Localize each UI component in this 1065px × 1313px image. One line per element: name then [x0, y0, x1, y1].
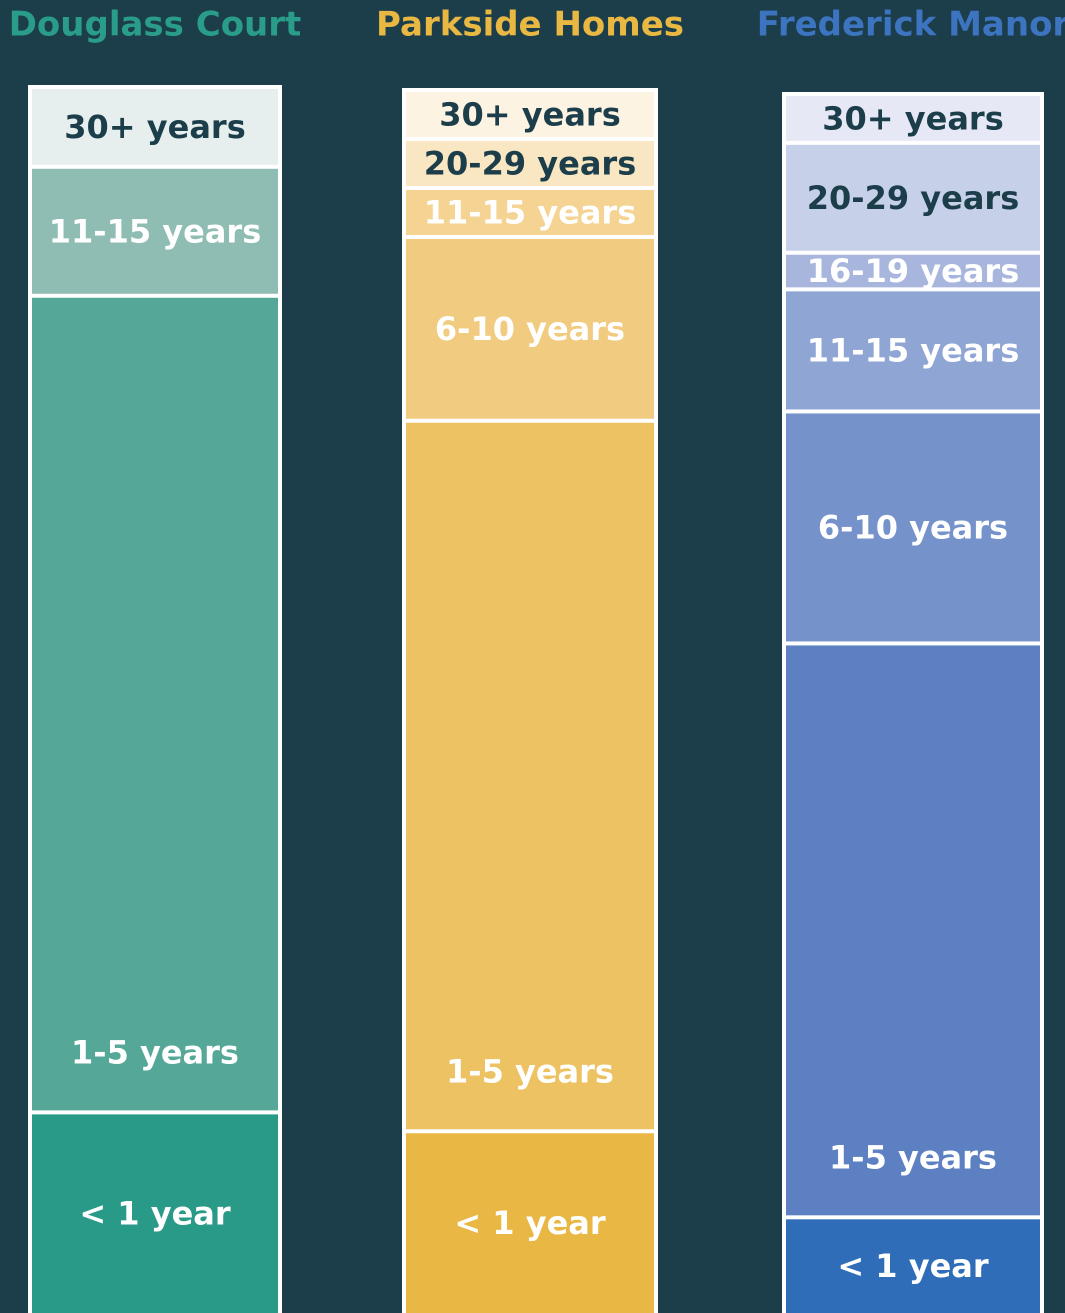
segment-label: 30+ years — [439, 96, 620, 134]
segment — [32, 168, 278, 294]
segment — [32, 297, 278, 1111]
segment-label: 30+ years — [64, 108, 245, 146]
segment — [786, 254, 1040, 288]
segment-label: 1-5 years — [71, 1033, 239, 1071]
segment — [406, 190, 654, 235]
segment-label: 16-19 years — [807, 252, 1019, 290]
segment — [786, 645, 1040, 1216]
segment — [406, 239, 654, 419]
column-title: Frederick Manor — [757, 5, 1065, 45]
segment-label: 6-10 years — [818, 508, 1008, 546]
segment — [32, 1114, 278, 1313]
segment — [786, 413, 1040, 642]
segment — [786, 291, 1040, 410]
segment — [406, 1133, 654, 1313]
segment — [786, 96, 1040, 141]
segment — [406, 422, 654, 1130]
segment-label: 20-29 years — [807, 179, 1019, 217]
segment-label: < 1 year — [837, 1247, 989, 1285]
segment-label: 1-5 years — [829, 1138, 997, 1176]
column-title: Parkside Homes — [376, 5, 684, 45]
segment — [32, 89, 278, 165]
segment — [786, 1219, 1040, 1313]
segment-label: 20-29 years — [424, 145, 636, 183]
segment-label: 6-10 years — [435, 310, 625, 348]
segment-label: 11-15 years — [49, 212, 261, 250]
segment — [406, 141, 654, 186]
segment-label: 11-15 years — [807, 331, 1019, 369]
segment-label: < 1 year — [454, 1204, 606, 1242]
segment-label: < 1 year — [79, 1195, 231, 1233]
segment — [786, 144, 1040, 251]
column-title: Douglass Court — [9, 5, 302, 45]
segment-label: 11-15 years — [424, 194, 636, 232]
segment — [406, 92, 654, 137]
segment-label: 30+ years — [822, 99, 1003, 137]
segment-label: 1-5 years — [446, 1052, 614, 1090]
